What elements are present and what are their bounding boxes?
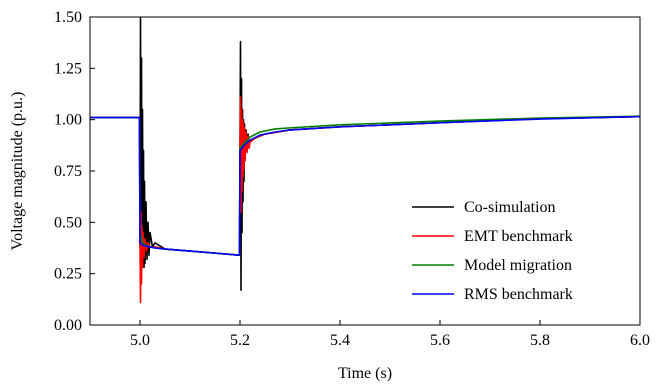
legend: Co-simulation EMT benchmark Model migratio… bbox=[412, 199, 573, 303]
x-tick-label: 6.0 bbox=[630, 332, 650, 349]
legend-label: Co-simulation bbox=[464, 199, 556, 216]
x-tick-label: 5.4 bbox=[330, 332, 350, 349]
x-tick-label: 5.2 bbox=[230, 332, 250, 349]
plot-frame bbox=[89, 16, 641, 326]
y-axis-label: Voltage magnitude (p.u.) bbox=[9, 92, 26, 251]
x-axis: 5.0 5.2 5.4 5.6 5.8 6.0 bbox=[130, 320, 650, 349]
series-layer bbox=[90, 17, 640, 304]
y-axis: 0.00 0.25 0.50 0.75 1.00 1.25 1.50 bbox=[54, 9, 95, 334]
legend-label: Model migration bbox=[464, 257, 572, 274]
y-tick-label: 1.50 bbox=[54, 9, 82, 26]
x-axis-label: Time (s) bbox=[338, 365, 392, 382]
y-tick-label: 0.50 bbox=[54, 214, 82, 231]
y-tick-label: 1.00 bbox=[54, 112, 82, 129]
y-tick-label: 0.25 bbox=[54, 266, 82, 283]
legend-label: RMS benchmark bbox=[464, 286, 573, 303]
y-tick-label: 0.75 bbox=[54, 163, 82, 180]
x-tick-label: 5.8 bbox=[530, 332, 550, 349]
y-tick-label: 1.25 bbox=[54, 60, 82, 77]
series-line-rms-benchmark bbox=[90, 115, 640, 256]
legend-label: EMT benchmark bbox=[464, 228, 573, 245]
x-tick-label: 5.6 bbox=[430, 332, 450, 349]
y-tick-label: 0.00 bbox=[54, 317, 82, 334]
x-tick-label: 5.0 bbox=[130, 332, 150, 349]
